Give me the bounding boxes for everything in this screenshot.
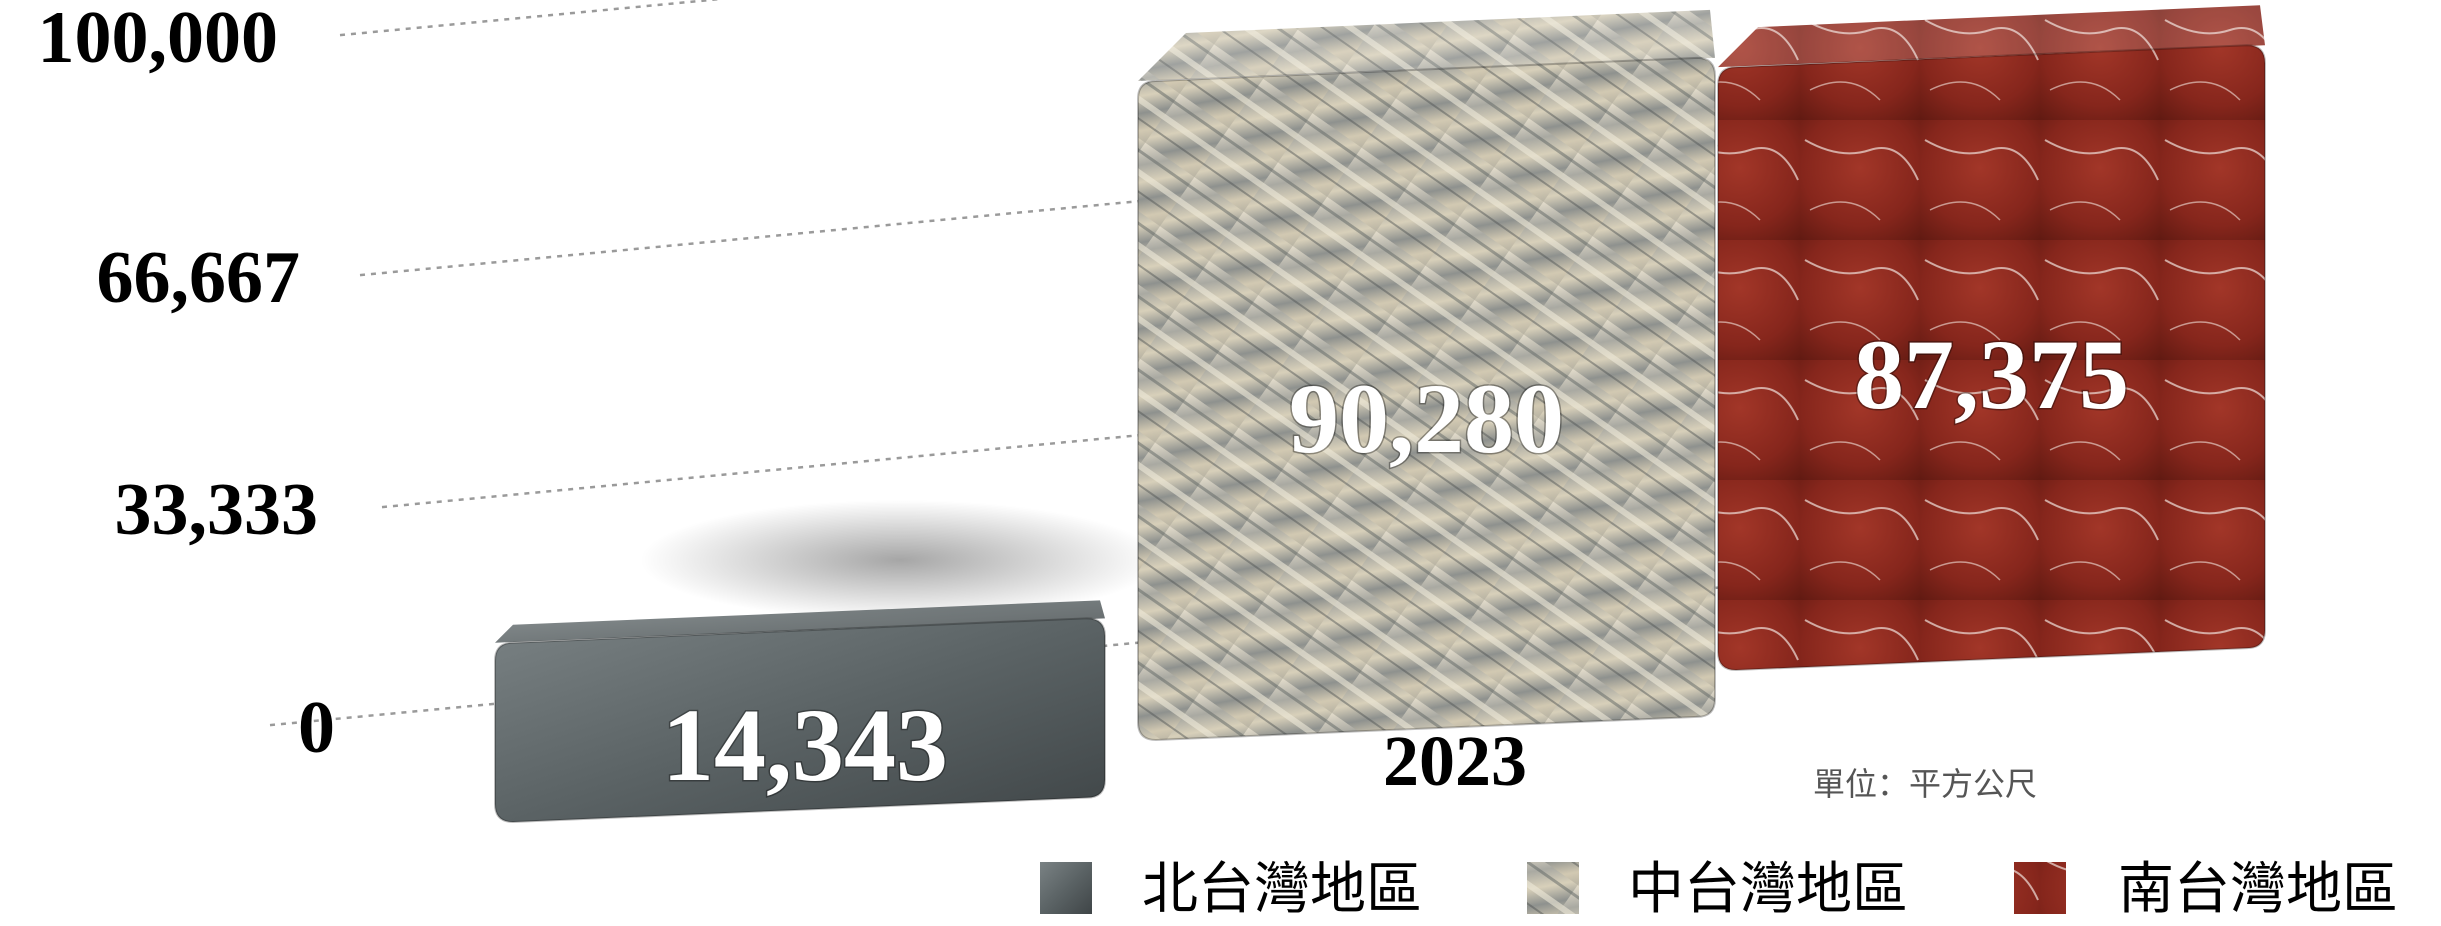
legend-label-central: 中台灣地區 xyxy=(1628,857,1908,922)
legend-swatch-north xyxy=(1040,862,1092,914)
bar-central-top xyxy=(1138,9,1715,81)
legend: 北台灣地區 中台灣地區 南台灣地區 xyxy=(1040,857,2398,922)
bar-shadow xyxy=(640,500,1160,620)
y-tick-label: 33,333 xyxy=(115,469,319,551)
y-tick-label: 66,667 xyxy=(97,237,301,319)
data-label: 90,280 xyxy=(1289,363,1564,474)
legend-label-south: 南台灣地區 xyxy=(2118,857,2398,922)
bar-north xyxy=(494,617,1106,824)
data-label: 87,375 xyxy=(1854,319,2129,430)
bar-north-top xyxy=(495,600,1105,643)
x-tick-label: 2023 xyxy=(1383,721,1527,801)
bar-south xyxy=(1717,44,2266,672)
legend-label-north: 北台灣地區 xyxy=(1142,857,1422,922)
y-tick-label: 0 xyxy=(298,687,335,769)
bar-central xyxy=(1137,56,1716,742)
y-tick-label: 100,000 xyxy=(38,0,279,79)
bar-south-top xyxy=(1718,5,2265,68)
legend-swatch-south xyxy=(2014,862,2066,914)
data-label: 14,343 xyxy=(662,688,948,803)
unit-label: 單位：平方公尺 xyxy=(1813,765,2037,803)
legend-swatch-central xyxy=(1527,862,1579,914)
